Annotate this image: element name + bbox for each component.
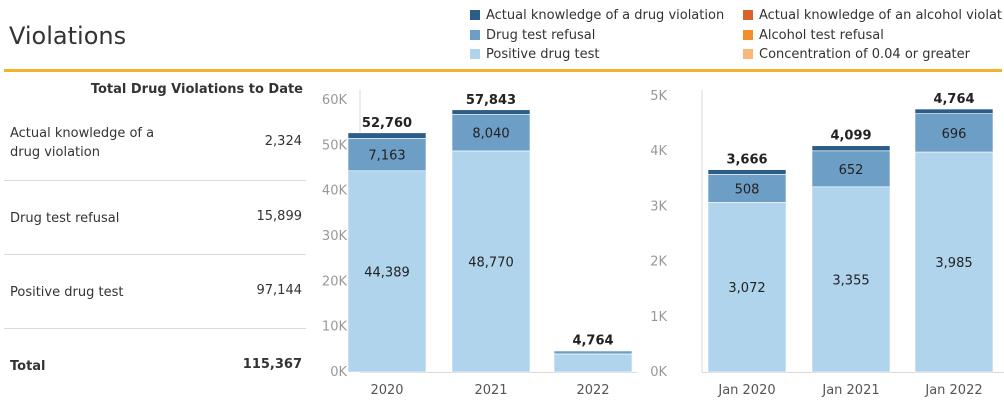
bar-drug-test-refusal bbox=[553, 350, 633, 355]
row-label: Actual knowledge of a drug violation bbox=[10, 126, 155, 160]
data-label-positive: 3,072 bbox=[728, 281, 765, 296]
legend-swatch bbox=[470, 30, 480, 40]
bar-positive-drug-test bbox=[707, 202, 787, 373]
legend-swatch bbox=[470, 49, 480, 59]
legend-swatch bbox=[470, 10, 480, 20]
data-label-positive: 44,389 bbox=[364, 265, 410, 280]
legend-item[interactable]: Drug test refusal bbox=[470, 28, 732, 43]
legend-item[interactable]: Alcohol test refusal bbox=[743, 28, 1003, 43]
bar-actual-knowledge bbox=[811, 145, 891, 152]
row-value: 2,324 bbox=[264, 134, 302, 149]
total-label: 52,760 bbox=[362, 116, 412, 131]
data-label-positive: 48,770 bbox=[468, 255, 514, 270]
data-label-refusal: 7,163 bbox=[368, 149, 405, 164]
data-label-positive: 3,985 bbox=[935, 256, 972, 271]
x-tick-label: Jan 2022 bbox=[924, 383, 982, 398]
x-tick-label: 2022 bbox=[576, 383, 609, 398]
table-row: Positive drug test 97,144 bbox=[4, 255, 306, 329]
bar-positive-drug-test bbox=[451, 150, 531, 373]
yearly-chart: 0K 10K 20K 30K 40K 50K 60K 44,389 7,163 52,760 202… bbox=[322, 90, 637, 398]
row-value: 97,144 bbox=[256, 283, 303, 298]
bar-positive-drug-test bbox=[347, 170, 427, 373]
table-row: Drug test refusal 15,899 bbox=[4, 181, 306, 255]
header-divider bbox=[4, 69, 1002, 72]
bar-positive-drug-test bbox=[811, 186, 891, 373]
total-label: 4,764 bbox=[933, 92, 974, 107]
y-tick-label: 30K bbox=[322, 229, 348, 244]
row-value: 115,367 bbox=[242, 357, 302, 372]
bar-actual-knowledge bbox=[914, 108, 994, 114]
legend-item[interactable]: Actual knowledge of an alcohol violat.. bbox=[743, 8, 1003, 23]
data-label-refusal: 8,040 bbox=[472, 127, 509, 142]
x-tick-label: 2021 bbox=[474, 383, 507, 398]
y-tick-label: 0K bbox=[330, 365, 347, 380]
x-tick-label: Jan 2021 bbox=[821, 383, 879, 398]
bar-actual-knowledge bbox=[707, 169, 787, 175]
row-value: 15,899 bbox=[256, 209, 303, 224]
total-label: 3,666 bbox=[726, 153, 767, 168]
y-tick-label: 50K bbox=[322, 138, 348, 153]
data-label-refusal: 508 bbox=[735, 182, 760, 197]
bar-actual-knowledge bbox=[451, 109, 531, 115]
legend-swatch bbox=[743, 10, 753, 20]
legend: Actual knowledge of a drug violation Act… bbox=[470, 8, 1004, 68]
data-label-refusal: 696 bbox=[942, 127, 967, 142]
total-label: 4,764 bbox=[572, 333, 613, 348]
y-tick-label: 2K bbox=[650, 255, 667, 270]
legend-item[interactable]: Concentration of 0.04 or greater bbox=[743, 47, 1003, 62]
x-tick-label: Jan 2020 bbox=[717, 383, 775, 398]
y-tick-label: 5K bbox=[650, 89, 667, 104]
bar-drug-test-refusal bbox=[811, 150, 891, 188]
y-tick-label: 3K bbox=[650, 199, 667, 214]
bar-positive-drug-test bbox=[914, 151, 994, 373]
legend-item[interactable]: Actual knowledge of a drug violation bbox=[470, 8, 732, 23]
y-tick-label: 1K bbox=[650, 310, 667, 325]
table-row: Actual knowledge of a drug violation 2,3… bbox=[4, 104, 306, 181]
legend-item[interactable]: Positive drug test bbox=[470, 47, 732, 62]
legend-swatch bbox=[743, 49, 753, 59]
page-title: Violations bbox=[9, 22, 127, 50]
bar-drug-test-refusal bbox=[707, 174, 787, 203]
data-label-refusal: 652 bbox=[839, 163, 864, 178]
x-tick-label: 2020 bbox=[370, 383, 403, 398]
data-label-positive: 3,355 bbox=[832, 273, 869, 288]
bar-positive-drug-test bbox=[553, 353, 633, 373]
bar-drug-test-refusal bbox=[347, 137, 427, 172]
bar-drug-test-refusal bbox=[451, 114, 531, 152]
legend-swatch bbox=[743, 30, 753, 40]
total-label: 57,843 bbox=[466, 93, 516, 108]
monthly-chart: 0K 1K 2K 3K 4K 5K 3,072 508 3,666 Jan 2020 3,355 65… bbox=[650, 89, 1004, 398]
y-tick-label: 0K bbox=[650, 365, 667, 380]
table-header: Total Drug Violations to Date bbox=[90, 82, 303, 97]
bar-actual-knowledge bbox=[553, 350, 633, 352]
y-tick-label: 60K bbox=[322, 93, 348, 108]
y-tick-label: 40K bbox=[322, 184, 348, 199]
row-label: Positive drug test bbox=[10, 285, 124, 300]
y-tick-label: 10K bbox=[322, 320, 348, 335]
total-label: 4,099 bbox=[830, 129, 871, 144]
totals-table: Total Drug Violations to Date Actual kno… bbox=[4, 76, 306, 401]
table-row-total: Total 115,367 bbox=[4, 329, 306, 401]
row-label: Total bbox=[10, 359, 46, 374]
bar-drug-test-refusal bbox=[914, 113, 994, 153]
row-label: Drug test refusal bbox=[10, 211, 120, 226]
y-tick-label: 4K bbox=[650, 144, 667, 159]
bar-actual-knowledge bbox=[347, 132, 427, 139]
y-tick-label: 20K bbox=[322, 274, 348, 289]
